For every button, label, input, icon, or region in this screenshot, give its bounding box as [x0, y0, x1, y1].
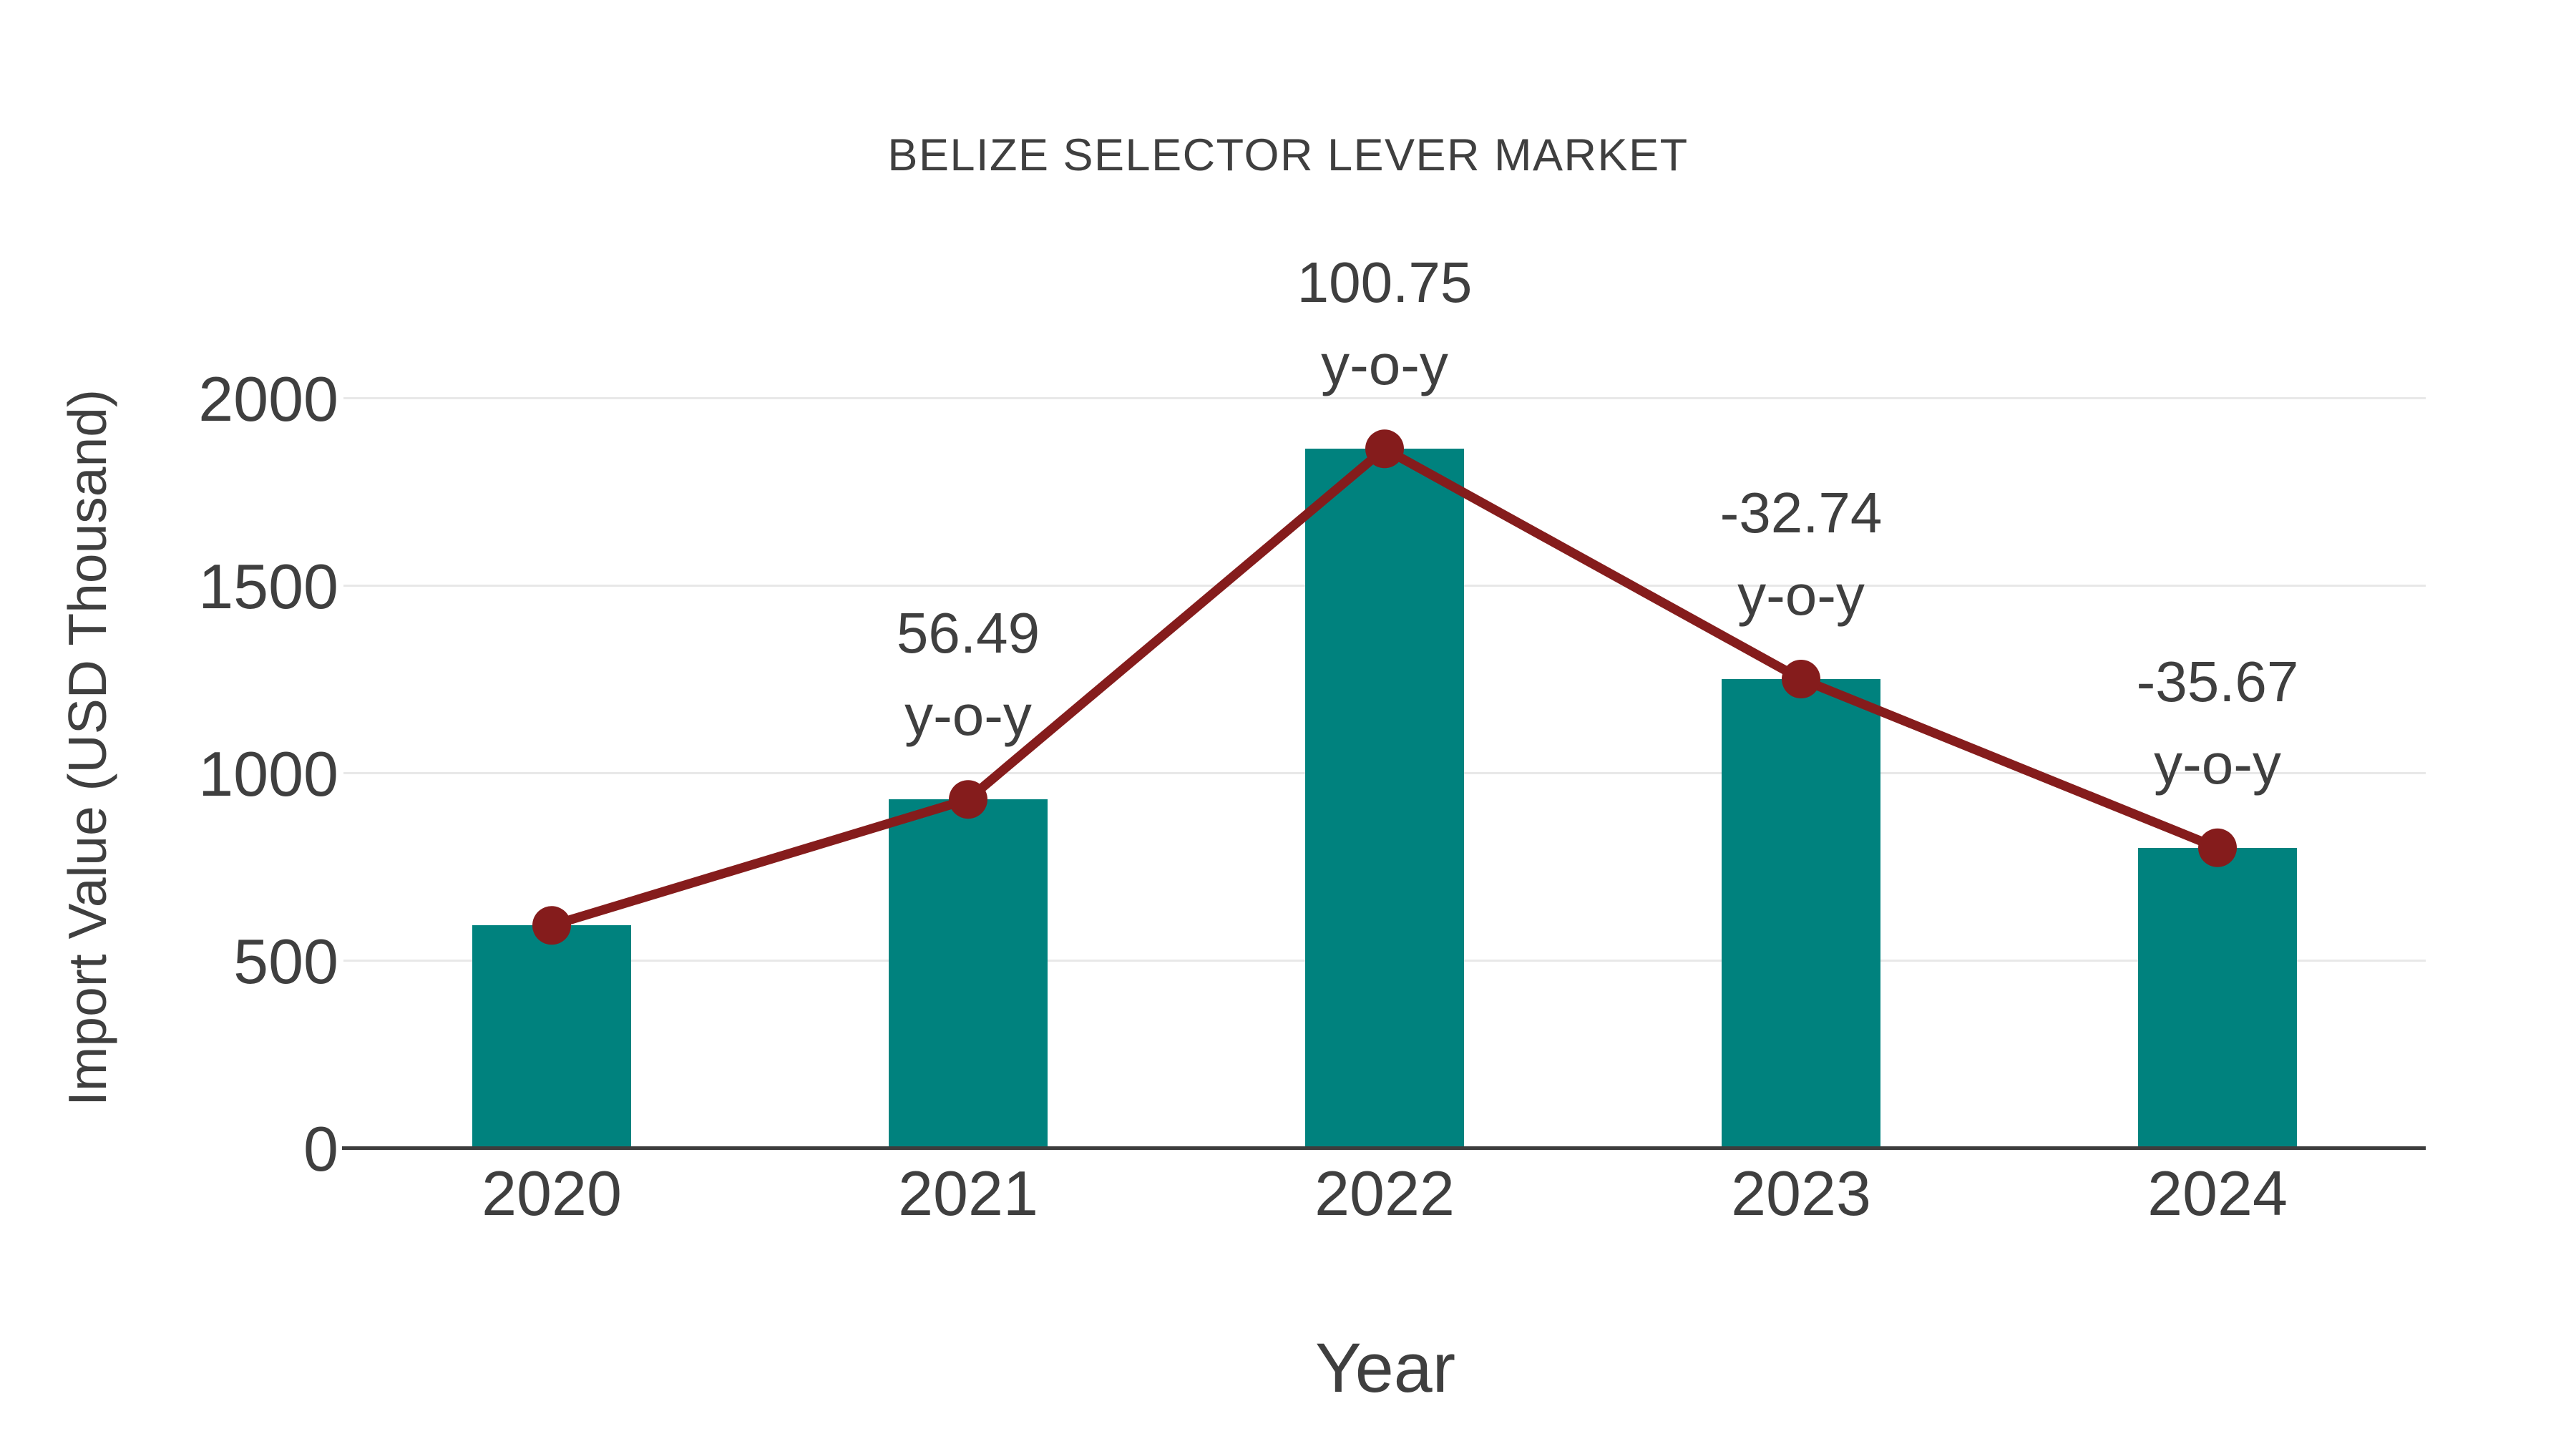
annotation-2022-suffix: y-o-y — [1321, 333, 1448, 397]
x-axis-line — [342, 1146, 2426, 1150]
annotation-2023-suffix: y-o-y — [1737, 563, 1865, 627]
y-tick-500: 500 — [233, 926, 338, 997]
chart-title: BELIZE SELECTOR LEVER MARKET — [887, 130, 1689, 180]
x-tick-2022: 2022 — [1314, 1158, 1455, 1229]
y-tick-0: 0 — [303, 1113, 338, 1184]
annotation-2023-value: -32.74 — [1719, 481, 1883, 545]
bar-2023 — [1722, 679, 1880, 1148]
annotation-2024-suffix: y-o-y — [2154, 731, 2281, 796]
x-tick-2023: 2023 — [1731, 1158, 1871, 1229]
trend-line — [547, 443, 2223, 930]
bar-2021 — [889, 799, 1048, 1148]
trend-marker-2023 — [1782, 660, 1820, 698]
trend-marker-2021 — [949, 780, 987, 819]
y-tick-2000: 2000 — [198, 364, 338, 434]
y-tick-1500: 1500 — [198, 551, 338, 622]
trend-marker-2024 — [2198, 828, 2237, 867]
x-tick-2021: 2021 — [898, 1158, 1038, 1229]
x-axis-title: Year — [1315, 1329, 1455, 1407]
annotation-2022-value: 100.75 — [1297, 250, 1473, 315]
gridline-2000 — [343, 397, 2426, 399]
x-tick-2024: 2024 — [2147, 1158, 2288, 1229]
bar-2024 — [2138, 847, 2297, 1148]
trend-marker-2022 — [1365, 429, 1404, 469]
y-tick-1000: 1000 — [198, 738, 338, 809]
annotation-2021-value: 56.49 — [896, 601, 1040, 665]
annotation-2024-value: -35.67 — [2136, 649, 2299, 713]
bar-2022 — [1305, 449, 1464, 1148]
bar-2020 — [472, 925, 631, 1148]
trend-marker-2020 — [532, 906, 571, 945]
x-tick-2020: 2020 — [482, 1158, 622, 1229]
annotation-2021-suffix: y-o-y — [904, 683, 1032, 748]
